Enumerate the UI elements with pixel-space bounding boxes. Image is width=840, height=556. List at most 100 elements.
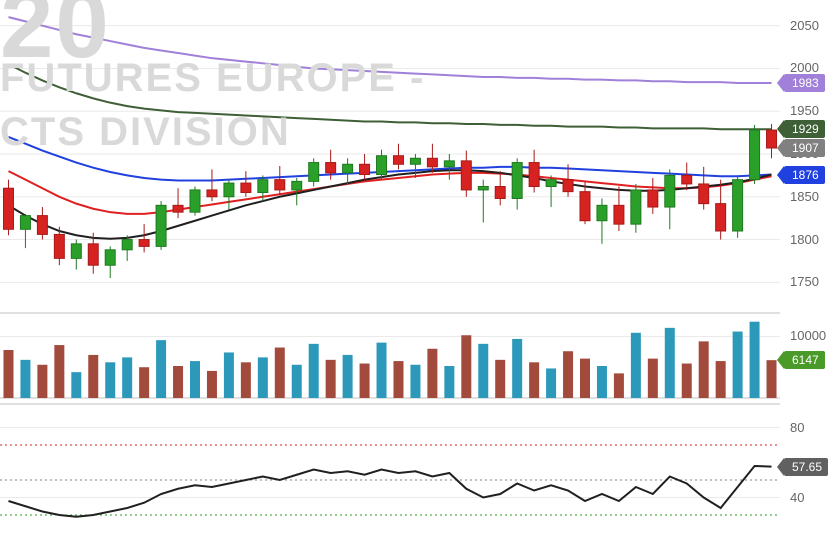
- volume-bar: [258, 357, 268, 398]
- volume-bar: [54, 345, 64, 398]
- volume-bar: [139, 367, 149, 398]
- volume-bar: [393, 361, 403, 398]
- candle: [563, 180, 573, 192]
- volume-bar: [546, 368, 556, 398]
- candle: [173, 205, 183, 212]
- volume-bar: [580, 359, 590, 398]
- candle: [597, 205, 607, 220]
- volume-bar: [750, 322, 760, 398]
- volume-last-badge: 6147: [784, 351, 825, 369]
- volume-bar: [699, 341, 709, 398]
- candle: [360, 164, 370, 174]
- volume-ytick: 10000: [790, 328, 826, 343]
- candle: [20, 216, 30, 230]
- volume-bar: [3, 350, 13, 398]
- volume-bar: [360, 364, 370, 398]
- ma-badge-ma-purple: 1983: [784, 74, 825, 92]
- volume-bar: [20, 360, 30, 398]
- volume-bar: [190, 361, 200, 398]
- price-ytick: 1950: [790, 103, 819, 118]
- candle: [258, 180, 268, 193]
- candle: [665, 175, 675, 207]
- volume-bar: [563, 351, 573, 398]
- volume-bar: [37, 365, 47, 398]
- price-ytick: 1850: [790, 189, 819, 204]
- volume-bar: [377, 343, 387, 398]
- candle: [733, 180, 743, 231]
- candle: [614, 205, 624, 224]
- volume-bar: [410, 365, 420, 398]
- price-ytick: 2050: [790, 18, 819, 33]
- candle: [309, 163, 319, 182]
- candle: [343, 164, 353, 173]
- candle: [478, 187, 488, 190]
- volume-bar: [427, 349, 437, 398]
- candle: [156, 205, 166, 246]
- candle: [427, 158, 437, 167]
- candle: [393, 156, 403, 165]
- candle: [648, 190, 658, 207]
- volume-bar: [716, 361, 726, 398]
- candle: [3, 188, 13, 229]
- candle: [580, 192, 590, 221]
- candle: [54, 234, 64, 258]
- volume-bar: [88, 355, 98, 398]
- volume-bar: [292, 365, 302, 398]
- volume-bar: [122, 357, 132, 398]
- volume-bar: [224, 352, 234, 398]
- volume-bar: [512, 339, 522, 398]
- volume-bar: [682, 364, 692, 398]
- volume-bar: [495, 360, 505, 398]
- candle: [122, 240, 132, 250]
- candle: [495, 187, 505, 199]
- candle: [682, 175, 692, 184]
- price-ytick: 1750: [790, 274, 819, 289]
- volume-bar: [478, 344, 488, 398]
- volume-bar: [529, 362, 539, 398]
- candle: [207, 190, 217, 197]
- candle: [461, 161, 471, 190]
- rsi-ytick: 80: [790, 420, 804, 435]
- candle: [326, 163, 336, 173]
- candle: [716, 204, 726, 231]
- candle: [105, 250, 115, 265]
- candle: [377, 156, 387, 175]
- volume-bar: [733, 332, 743, 398]
- candle: [71, 244, 81, 259]
- volume-bar: [631, 333, 641, 398]
- candle: [546, 180, 556, 187]
- candle: [512, 163, 522, 199]
- volume-bar: [648, 359, 658, 398]
- volume-bar: [71, 372, 81, 398]
- candle: [292, 181, 302, 190]
- volume-bar: [105, 362, 115, 398]
- candle: [699, 184, 709, 204]
- ma-badge-ma-blue: 1876: [784, 166, 825, 184]
- rsi-last-badge: 57.65: [784, 458, 828, 476]
- candle: [767, 130, 777, 148]
- volume-bar: [665, 328, 675, 398]
- candle: [241, 183, 251, 192]
- candle: [410, 158, 420, 164]
- candle: [631, 190, 641, 224]
- rsi-ytick: 40: [790, 490, 804, 505]
- candle: [444, 161, 454, 167]
- volume-bar: [343, 355, 353, 398]
- candle: [275, 180, 285, 190]
- candle: [37, 216, 47, 235]
- volume-bar: [275, 348, 285, 398]
- volume-bar: [444, 366, 454, 398]
- volume-bar: [156, 340, 166, 398]
- watermark-line-1: FUTURES EUROPE -: [0, 56, 425, 101]
- ma-badge-ma-dark-green: 1929: [784, 120, 825, 138]
- volume-bar: [597, 366, 607, 398]
- watermark-line-2: CTS DIVISION: [0, 110, 291, 155]
- stock-chart-root: 20 FUTURES EUROPE - CTS DIVISION 1750180…: [0, 0, 840, 556]
- volume-bar: [241, 362, 251, 398]
- last-price-badge: 1907: [784, 139, 825, 157]
- candle: [190, 190, 200, 212]
- price-ytick: 1800: [790, 232, 819, 247]
- candle: [750, 130, 760, 180]
- volume-bar: [207, 371, 217, 398]
- candle: [139, 240, 149, 247]
